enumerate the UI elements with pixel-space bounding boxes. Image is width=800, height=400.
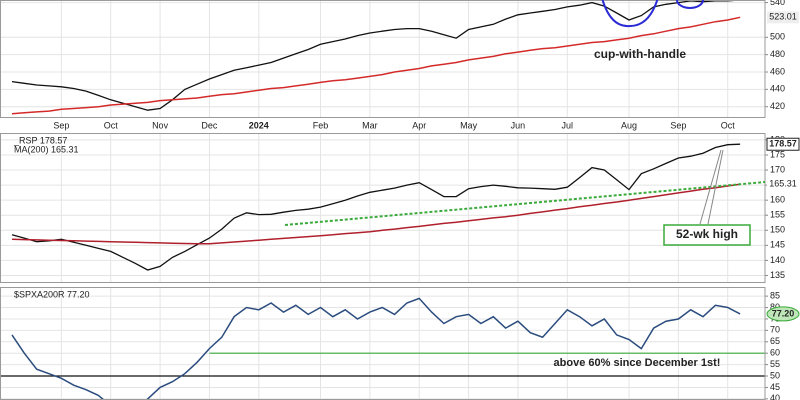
trend-line: [284, 181, 766, 226]
annotation: above 60% since December 1st!: [554, 357, 721, 369]
cup-shapes: [601, 0, 704, 28]
cup-outline: [601, 0, 659, 28]
y-tick-label: 480: [770, 49, 785, 59]
x-tick-label: Oct: [721, 120, 736, 130]
x-tick-label: Dec: [201, 120, 218, 130]
y-tick-label: 160: [770, 195, 785, 205]
y-tick-label: 45: [770, 382, 780, 392]
panel: [0, 0, 765, 118]
series-line: [11, 0, 741, 111]
y-tick-label: 170: [770, 164, 785, 174]
y-tick-label: 440: [770, 84, 785, 94]
x-tick-label: 2024: [249, 120, 269, 130]
legend-entry: $SPXA200R 77.20: [14, 289, 90, 299]
legend-entry: MA(200) 165.31: [14, 144, 79, 154]
panel-frame: [0, 133, 766, 283]
y-tick-label: 50: [770, 370, 780, 380]
y-tick-label: 500: [770, 32, 785, 42]
y-tick-label: 145: [770, 240, 785, 250]
last-value-badge: [766, 306, 800, 322]
y-tick-label: 175: [770, 149, 785, 159]
y-tick-label: 540: [770, 0, 785, 7]
y-tick-label: 135: [770, 270, 785, 280]
last-value-label: 523.01: [769, 12, 797, 22]
x-tick-label: Jul: [562, 120, 574, 130]
last-value-label: 178.57: [769, 139, 797, 149]
panel: [0, 287, 765, 400]
last-value-badge: [767, 178, 799, 191]
x-tick-label: Oct: [104, 120, 119, 130]
annotation: 52-wk high: [676, 227, 738, 241]
y-tick-label: 60: [770, 348, 780, 358]
handle-outline: [676, 0, 704, 9]
x-tick-label: Nov: [152, 120, 169, 130]
x-tick-label: Sep: [670, 120, 686, 130]
last-value-badge: [767, 11, 799, 24]
annotation: cup-with-handle: [594, 47, 686, 61]
x-tick-label: Sep: [53, 120, 69, 130]
y-tick-label: 140: [770, 255, 785, 265]
x-tick-label: Apr: [412, 120, 426, 130]
y-tick-label: 65: [770, 336, 780, 346]
x-tick-label: May: [460, 120, 478, 130]
panel: [0, 133, 765, 283]
legend-entry: _RSP 178.57: [13, 135, 67, 145]
x-tick-label: Mar: [362, 120, 378, 130]
series-line: [11, 143, 741, 271]
y-tick-label: 80: [770, 302, 780, 312]
last-value-label: 165.31: [769, 179, 797, 189]
panel-frame: [0, 0, 766, 118]
y-tick-label: 70: [770, 325, 780, 335]
y-tick-label: 40: [770, 393, 780, 400]
pointer: [699, 149, 722, 225]
x-tick-label: Feb: [313, 120, 329, 130]
series-line: [11, 16, 741, 115]
x-tick-label: Jun: [511, 120, 526, 130]
x-tick-label: Aug: [621, 120, 637, 130]
y-tick-label: 155: [770, 210, 785, 220]
series-line: [11, 297, 741, 400]
y-tick-label: 460: [770, 66, 785, 76]
y-tick-label: 150: [770, 225, 785, 235]
last-value-badge: [766, 137, 800, 151]
series-line: [11, 183, 741, 245]
annotation-box: [663, 224, 751, 246]
pointer: [707, 149, 724, 225]
y-tick-label: 55: [770, 359, 780, 369]
panel-frame: [0, 287, 766, 400]
y-tick-label: 85: [770, 291, 780, 301]
last-value-label: 77.20: [772, 308, 795, 318]
y-tick-label: 420: [770, 101, 785, 111]
